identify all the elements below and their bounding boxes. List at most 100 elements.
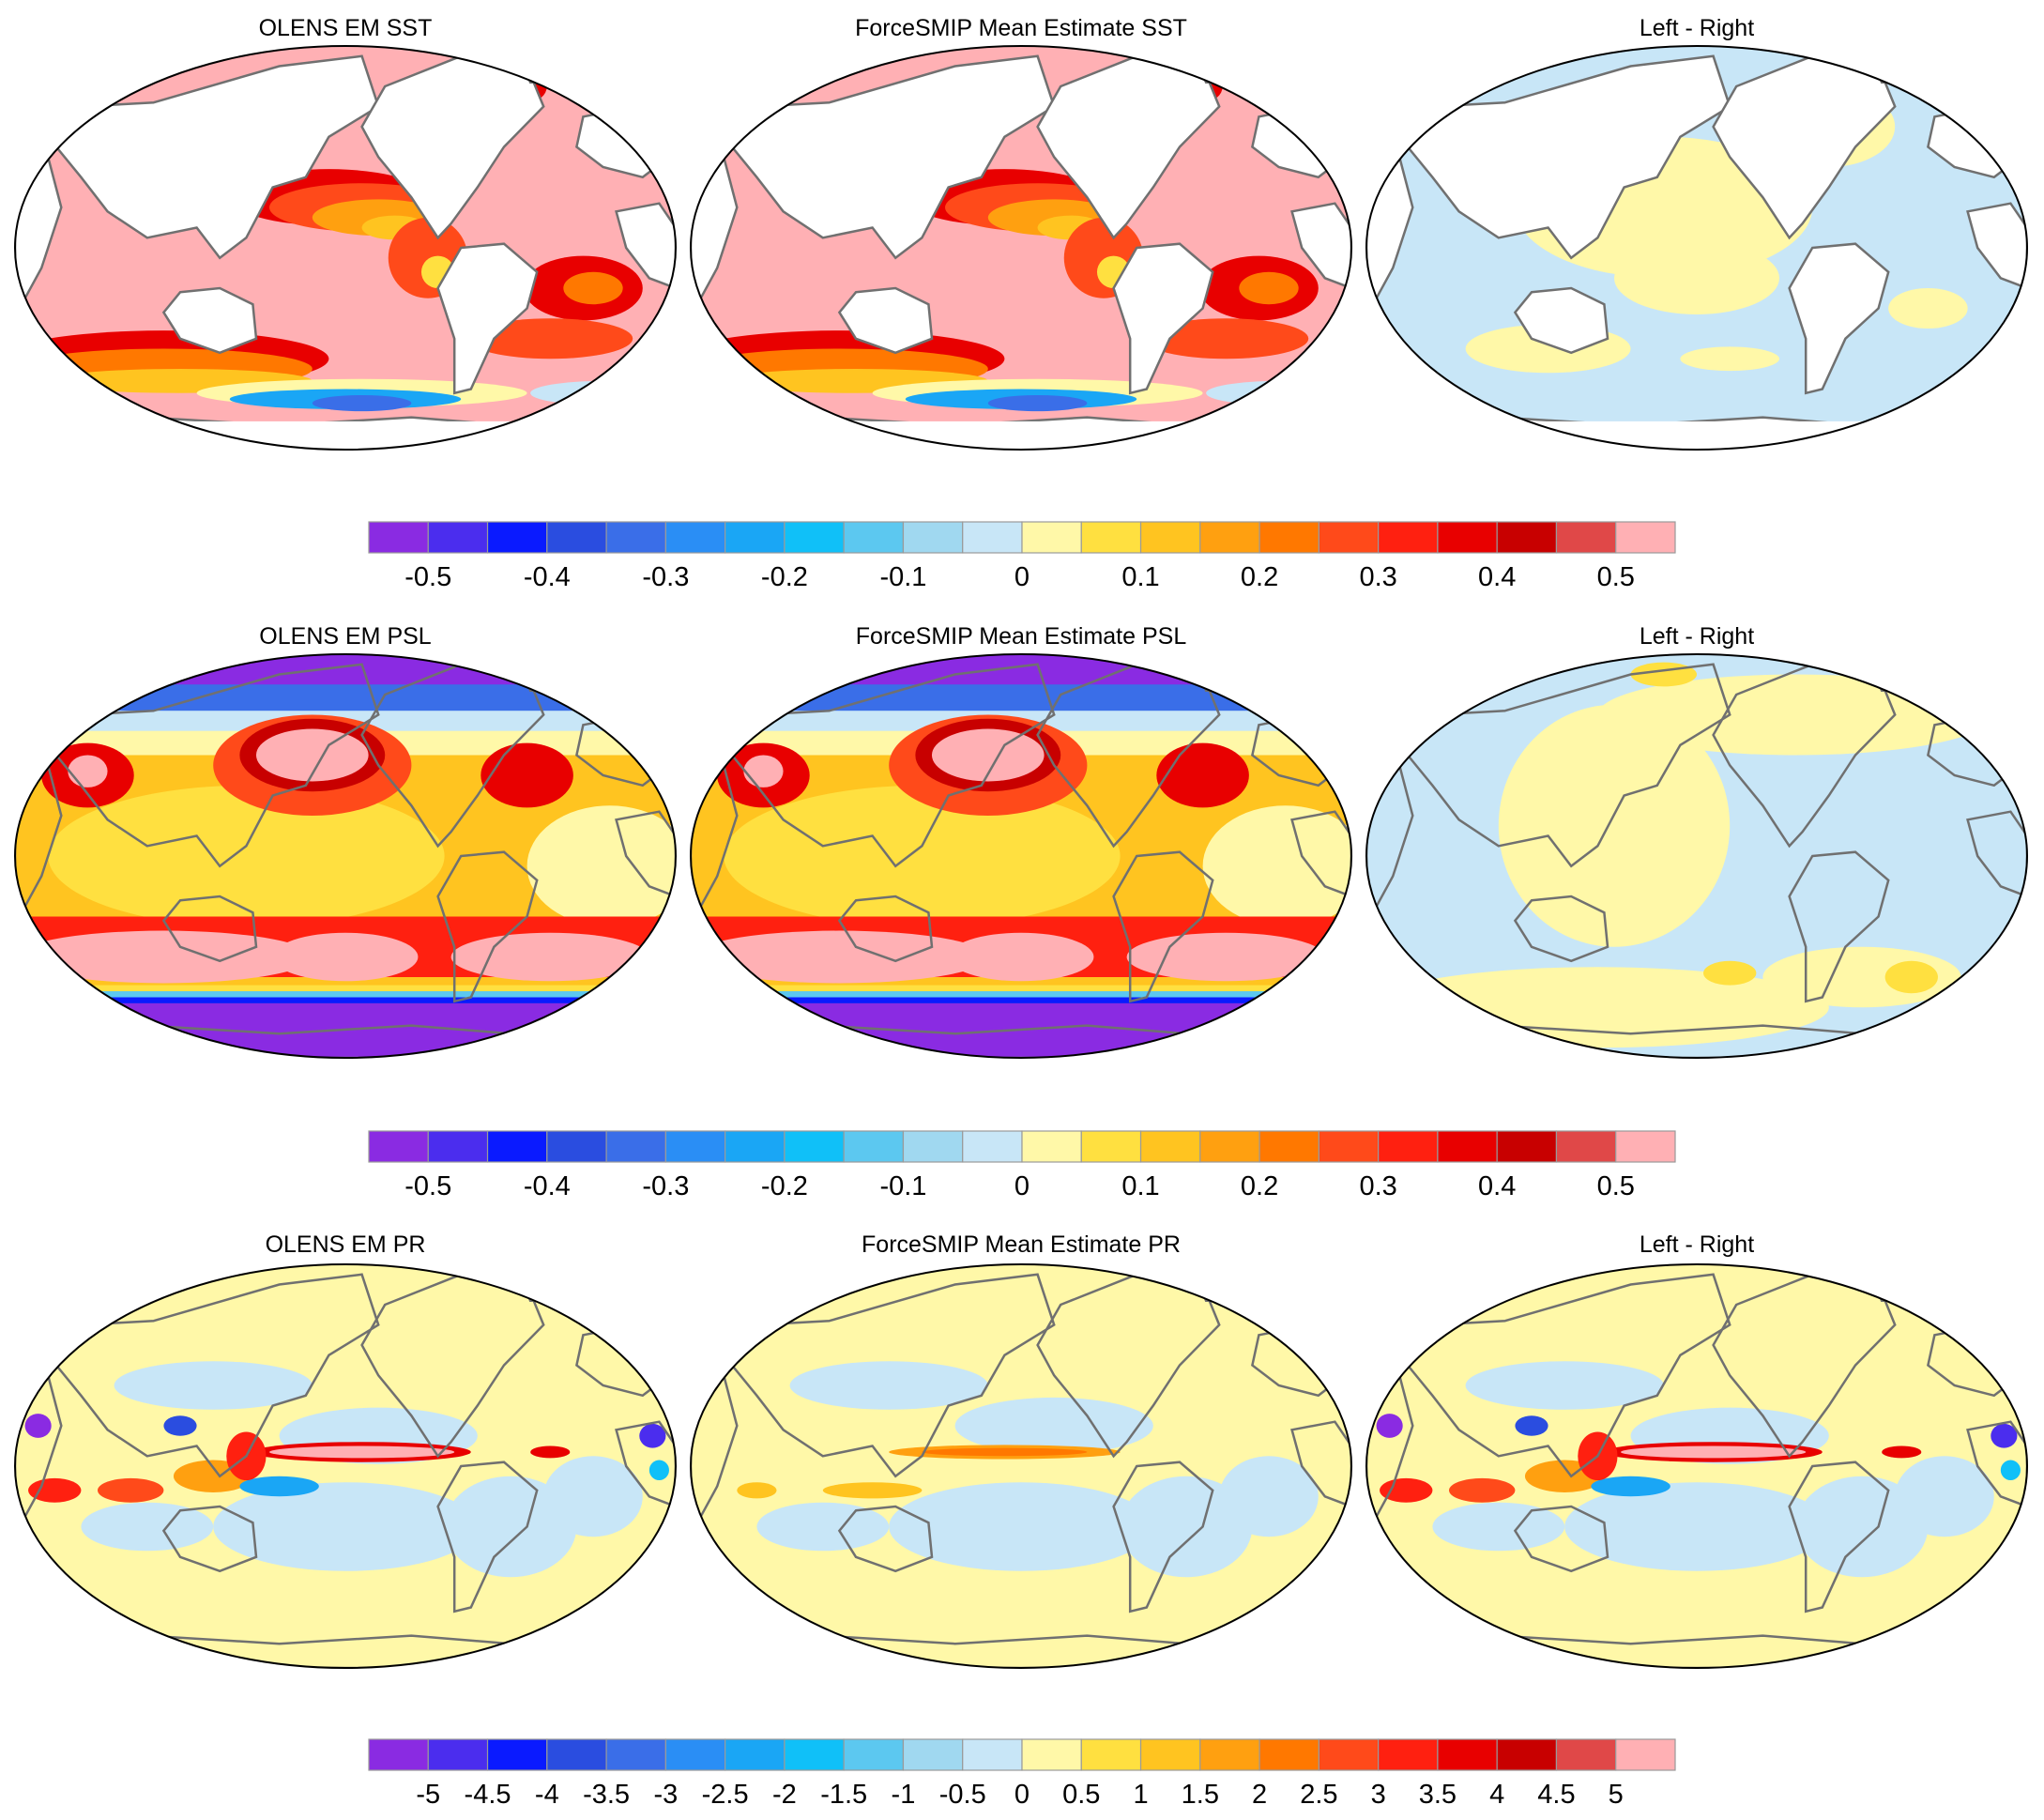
colorbar-swatch xyxy=(1021,1130,1082,1163)
colorbar-swatch xyxy=(962,1130,1023,1163)
panel-title: OLENS EM SST xyxy=(259,15,433,41)
landmass-africa_r xyxy=(1290,810,1351,898)
land-antarctica xyxy=(1366,421,2027,450)
field-contour xyxy=(1591,1476,1670,1497)
land-antarctica xyxy=(15,421,676,450)
field-contour xyxy=(444,1476,577,1578)
colorbar-tick-label: -0.5 xyxy=(939,1780,986,1810)
colorbar-swatch xyxy=(368,521,429,554)
field-contour xyxy=(269,1445,455,1459)
map-panel-forcesmip-sst xyxy=(690,45,1352,451)
landmass-asia xyxy=(722,54,1056,260)
field-contour xyxy=(1991,1423,2018,1448)
colorbar-swatch xyxy=(1258,1130,1319,1163)
colorbar-tick-label: -5 xyxy=(416,1780,440,1810)
colorbar-swatch xyxy=(784,521,845,554)
colorbar-swatch xyxy=(1378,521,1439,554)
map-field xyxy=(1366,46,2027,450)
field-contour xyxy=(98,1477,164,1503)
landmass-australia xyxy=(1513,286,1609,355)
colorbar-swatch xyxy=(1139,1738,1201,1771)
colorbar-tick-label: 3.5 xyxy=(1419,1780,1457,1810)
map-panel-diff-psl xyxy=(1365,653,2028,1059)
colorbar-tick-label: 0.2 xyxy=(1241,1171,1278,1201)
colorbar-tick-label: -0.4 xyxy=(524,1171,571,1201)
colorbar-swatch xyxy=(1199,521,1260,554)
field-contour xyxy=(68,755,108,788)
colorbar-tick-label: -0.2 xyxy=(761,562,808,592)
map-panel-olens-pr xyxy=(14,1263,677,1669)
landmass-africa_r xyxy=(1290,1420,1351,1508)
field-contour xyxy=(15,1002,676,1058)
colorbar-swatch xyxy=(1199,1130,1260,1163)
colorbar-tick-label: 0 xyxy=(1014,562,1030,592)
field-contour xyxy=(789,1361,988,1410)
field-contour xyxy=(1498,704,1731,947)
row-sst: OLENS EM SST ForceSMIP Mean Estimate SST… xyxy=(14,15,2028,592)
landmass-australia xyxy=(837,1505,934,1573)
colorbar-swatch xyxy=(1080,1130,1142,1163)
panel-title: OLENS EM PSL xyxy=(259,623,431,650)
landmass-samerica xyxy=(1788,850,1890,1003)
landmass-asia xyxy=(1397,663,1731,868)
colorbar-tick-label: -0.1 xyxy=(879,562,926,592)
colorbar-tick-label: -0.5 xyxy=(404,1171,451,1201)
colorbar-tick-label: 4.5 xyxy=(1537,1780,1575,1810)
colorbar-swatch xyxy=(1080,1738,1142,1771)
colorbar-psl: -0.5 -0.4 -0.3 -0.2 -0.1 0 0.1 0.2 0.3 0.4 0.5 xyxy=(368,1130,1676,1201)
colorbar-swatch xyxy=(1021,521,1082,554)
colorbar-swatch xyxy=(664,521,726,554)
colorbar-swatch xyxy=(1378,1738,1439,1771)
field-contour xyxy=(931,728,1045,782)
landmass-australia xyxy=(1513,895,1609,963)
field-contour xyxy=(1895,1456,1994,1537)
colorbar-tick-label: -0.5 xyxy=(404,562,451,592)
map-panel-olens-sst xyxy=(14,45,677,451)
field-contour xyxy=(1449,1477,1516,1503)
colorbar-swatch xyxy=(1615,1738,1676,1771)
colorbar-swatch xyxy=(1496,521,1558,554)
colorbar-swatch xyxy=(1437,1738,1498,1771)
panel-title: ForceSMIP Mean Estimate SST xyxy=(855,15,1187,41)
colorbar-tick-label: 0.5 xyxy=(1062,1780,1100,1810)
map-field xyxy=(1366,654,2027,1058)
colorbar-swatch xyxy=(664,1130,726,1163)
land-antarctica xyxy=(691,421,1351,450)
colorbar-swatch xyxy=(1378,1130,1439,1163)
landmass-samerica xyxy=(1112,242,1214,395)
map-field xyxy=(15,654,676,1058)
field-contour xyxy=(691,985,1351,992)
colorbar-swatch xyxy=(1555,521,1617,554)
panel-title: Left - Right xyxy=(1640,1231,1754,1258)
colorbar-tick-label: -4 xyxy=(535,1780,559,1810)
field-contour xyxy=(1202,805,1351,927)
colorbar-swatch xyxy=(427,1738,489,1771)
field-contour xyxy=(114,1361,313,1410)
colorbar-swatch xyxy=(368,1130,429,1163)
field-contour xyxy=(2000,1460,2021,1481)
map-panel-diff-sst xyxy=(1365,45,2028,451)
colorbar-swatch xyxy=(605,1130,666,1163)
field-contour xyxy=(467,318,633,359)
field-contour xyxy=(530,380,676,405)
map-field xyxy=(15,46,676,450)
field-contour xyxy=(1219,1456,1319,1537)
landmass-asia xyxy=(1397,1273,1731,1478)
landmass-samerica xyxy=(436,242,539,395)
colorbar-swatch xyxy=(486,1130,548,1163)
map-border xyxy=(14,1263,677,1669)
map-border xyxy=(690,45,1352,451)
field-contour xyxy=(1432,1502,1565,1552)
field-contour xyxy=(15,985,676,992)
colorbar-tick-label: -1 xyxy=(892,1780,916,1810)
panel-title: Left - Right xyxy=(1640,623,1754,650)
landmass-samerica xyxy=(1112,1461,1214,1614)
colorbar-tick-label: -3.5 xyxy=(583,1780,630,1810)
field-contour xyxy=(737,1482,777,1499)
colorbar-swatch xyxy=(1318,521,1380,554)
colorbar-swatch xyxy=(1318,1738,1380,1771)
colorbar-swatch xyxy=(546,1130,607,1163)
colorbar-tick-label: -0.3 xyxy=(642,562,689,592)
map-panel-diff-pr xyxy=(1365,1263,2028,1669)
